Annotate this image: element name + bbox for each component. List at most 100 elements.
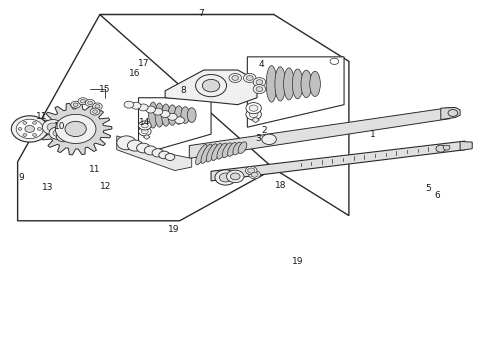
Text: 11: 11 (89, 165, 101, 174)
Text: 3: 3 (255, 134, 260, 143)
Ellipse shape (161, 104, 170, 126)
Circle shape (117, 136, 136, 150)
Polygon shape (39, 103, 112, 155)
Ellipse shape (216, 143, 227, 159)
Circle shape (23, 121, 27, 124)
Ellipse shape (301, 70, 311, 97)
Circle shape (214, 170, 236, 185)
Text: 7: 7 (198, 9, 204, 18)
Polygon shape (211, 141, 464, 181)
Circle shape (256, 87, 262, 92)
Ellipse shape (232, 142, 242, 155)
Text: 14: 14 (139, 118, 150, 127)
Circle shape (92, 110, 97, 113)
Ellipse shape (222, 143, 231, 158)
Circle shape (245, 109, 261, 120)
Polygon shape (100, 15, 348, 216)
Ellipse shape (274, 67, 285, 101)
Text: 17: 17 (137, 58, 149, 68)
Circle shape (32, 134, 36, 136)
Circle shape (329, 58, 338, 64)
Polygon shape (138, 98, 211, 155)
Circle shape (11, 116, 48, 142)
Text: 8: 8 (180, 86, 186, 95)
Circle shape (136, 143, 150, 153)
Circle shape (249, 105, 257, 111)
Text: 11: 11 (36, 112, 47, 121)
Circle shape (253, 78, 265, 87)
Ellipse shape (292, 69, 302, 99)
Circle shape (141, 123, 148, 128)
Circle shape (18, 128, 22, 130)
Text: 6: 6 (434, 191, 439, 200)
Text: 13: 13 (42, 183, 54, 192)
Ellipse shape (155, 103, 164, 127)
Ellipse shape (195, 144, 207, 165)
Circle shape (167, 113, 177, 120)
Text: 10: 10 (54, 122, 65, 130)
Polygon shape (459, 141, 471, 150)
Circle shape (131, 102, 141, 109)
Ellipse shape (206, 144, 216, 162)
Circle shape (226, 170, 243, 183)
Circle shape (56, 131, 71, 142)
Ellipse shape (149, 102, 157, 128)
Circle shape (71, 101, 80, 108)
Text: 15: 15 (99, 85, 110, 94)
Text: 19: 19 (168, 225, 179, 234)
Circle shape (246, 76, 253, 80)
Circle shape (253, 85, 265, 94)
Circle shape (231, 76, 238, 80)
Circle shape (127, 140, 143, 151)
Polygon shape (117, 136, 191, 171)
Text: 12: 12 (100, 182, 112, 191)
Ellipse shape (309, 71, 320, 96)
Circle shape (80, 100, 85, 103)
Circle shape (53, 130, 62, 136)
Text: 2: 2 (261, 126, 267, 135)
Circle shape (42, 120, 63, 135)
Ellipse shape (167, 105, 176, 125)
Ellipse shape (283, 68, 294, 100)
Circle shape (160, 111, 169, 118)
Polygon shape (440, 108, 459, 120)
Polygon shape (165, 70, 257, 105)
Circle shape (60, 134, 67, 140)
Circle shape (138, 127, 151, 136)
Polygon shape (17, 15, 273, 221)
Circle shape (158, 151, 169, 159)
Circle shape (256, 80, 262, 85)
Circle shape (174, 117, 184, 124)
Circle shape (228, 73, 241, 82)
Ellipse shape (227, 142, 236, 156)
Circle shape (230, 173, 240, 180)
Ellipse shape (238, 142, 246, 153)
Circle shape (435, 145, 445, 152)
Ellipse shape (200, 144, 212, 163)
Polygon shape (189, 108, 450, 158)
Circle shape (245, 166, 257, 175)
Ellipse shape (174, 106, 183, 124)
Circle shape (165, 153, 174, 160)
Circle shape (32, 121, 36, 124)
Circle shape (195, 74, 226, 97)
Circle shape (16, 119, 43, 139)
Circle shape (23, 134, 27, 136)
Circle shape (248, 171, 260, 179)
Circle shape (65, 121, 86, 136)
Ellipse shape (211, 143, 222, 160)
Ellipse shape (181, 107, 189, 124)
Circle shape (124, 101, 134, 108)
Circle shape (447, 110, 457, 117)
Polygon shape (247, 168, 254, 173)
Text: 16: 16 (129, 69, 140, 78)
Circle shape (55, 114, 96, 143)
Circle shape (37, 128, 41, 130)
Circle shape (219, 173, 231, 182)
Circle shape (146, 106, 155, 113)
Circle shape (249, 111, 257, 118)
Circle shape (141, 129, 148, 134)
Circle shape (78, 98, 88, 105)
Circle shape (245, 103, 261, 114)
Circle shape (47, 123, 59, 132)
